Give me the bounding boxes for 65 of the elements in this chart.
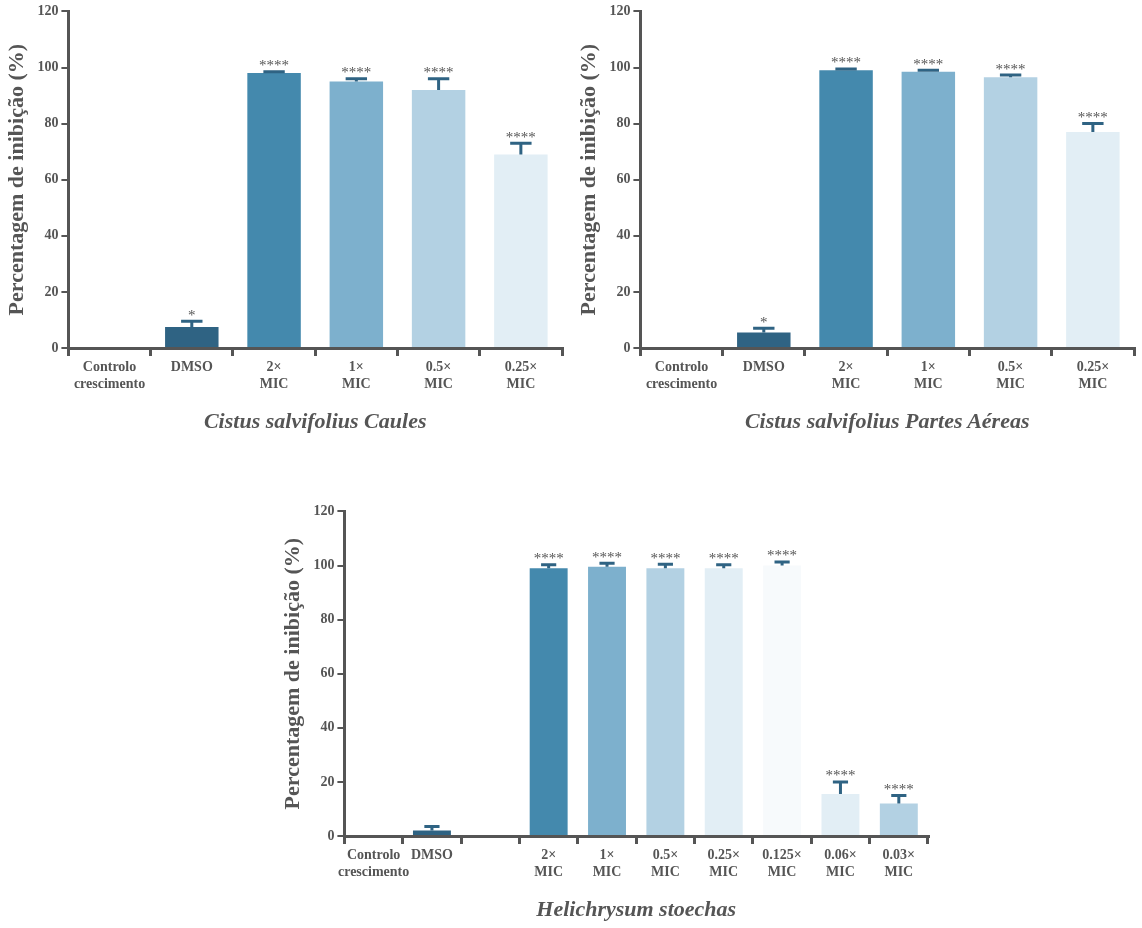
- y-tick-label: 120: [609, 3, 631, 19]
- y-tick-label: 100: [313, 557, 335, 573]
- y-tick-label: 60: [616, 171, 631, 187]
- annotation: ****: [767, 547, 798, 564]
- x-axis-title: Cistus salvifolius Caules: [203, 408, 427, 434]
- y-tick-label: 20: [320, 773, 335, 789]
- x-tick-label: 1× MIC: [592, 847, 622, 879]
- y-tick-label: 20: [44, 283, 59, 299]
- y-tick-label: 100: [37, 59, 59, 75]
- y-tick-label: 120: [313, 503, 335, 519]
- x-tick-label: 1× MIC: [341, 359, 371, 391]
- y-tick-label: 0: [623, 339, 631, 355]
- x-tick-label: Controlo crescimento: [337, 847, 410, 879]
- y-axis-title: Percentagem de inibição (%): [2, 43, 28, 316]
- x-tick-label: DMSO: [742, 359, 785, 375]
- y-tick-label: 80: [320, 611, 335, 627]
- y-axis-title: Percentagem de inibição (%): [574, 43, 600, 316]
- x-tick-label: 2× MIC: [259, 359, 289, 391]
- annotation: ****: [883, 780, 914, 797]
- x-tick-label: 0.5× MIC: [650, 847, 680, 879]
- x-tick-label: DMSO: [410, 847, 454, 863]
- x-tick-label: 0.125× MIC: [762, 847, 802, 879]
- y-tick-label: 0: [51, 339, 59, 355]
- y-tick-label: 40: [320, 719, 335, 735]
- annotation: ****: [995, 60, 1026, 77]
- x-tick-label: 0.03× MIC: [882, 847, 916, 879]
- annotation: ****: [423, 64, 454, 81]
- annotation: ****: [505, 128, 536, 145]
- annotation: ****: [650, 549, 681, 566]
- y-axis-title: Percentagem de inibição (%): [278, 537, 304, 810]
- annotation: ****: [913, 55, 944, 72]
- annotation: ****: [708, 550, 739, 567]
- annotation: ****: [1077, 109, 1108, 126]
- x-tick-label: 2× MIC: [534, 847, 564, 879]
- x-tick-label: 0.5× MIC: [996, 359, 1025, 391]
- y-tick-label: 120: [37, 3, 59, 19]
- annotation: *: [188, 306, 196, 323]
- x-tick-label: Controlo crescimento: [73, 359, 146, 391]
- annotation: *: [760, 313, 768, 330]
- x-axis-title: Cistus salvifolius Partes Aéreas: [744, 408, 1030, 434]
- y-tick-label: 40: [616, 227, 631, 243]
- x-tick-label: 0.25× MIC: [707, 847, 740, 879]
- x-tick-label: 0.06× MIC: [824, 847, 857, 879]
- y-tick-label: 60: [320, 665, 335, 681]
- x-tick-label: DMSO: [170, 359, 213, 375]
- annotation: ****: [831, 54, 862, 71]
- x-tick-label: Controlo crescimento: [645, 359, 718, 391]
- x-tick-label: 2× MIC: [831, 359, 861, 391]
- annotation: ****: [825, 767, 856, 784]
- annotation: ****: [533, 550, 564, 567]
- x-tick-label: 0.25× MIC: [504, 359, 538, 391]
- x-axis-title: Helichrysum stoechas: [535, 896, 737, 922]
- y-tick-label: 60: [44, 171, 59, 187]
- x-tick-label: 1× MIC: [913, 359, 943, 391]
- annotation: ****: [259, 57, 290, 74]
- y-tick-label: 80: [44, 115, 59, 131]
- x-tick-label: 0.25× MIC: [1076, 359, 1110, 391]
- y-tick-label: 20: [616, 283, 631, 299]
- x-tick-label: 0.5× MIC: [424, 359, 453, 391]
- annotation: ****: [341, 64, 372, 81]
- annotation: ****: [592, 548, 623, 565]
- y-tick-label: 100: [609, 59, 631, 75]
- y-tick-label: 0: [327, 827, 335, 843]
- y-tick-label: 80: [616, 115, 631, 131]
- y-tick-label: 40: [44, 227, 59, 243]
